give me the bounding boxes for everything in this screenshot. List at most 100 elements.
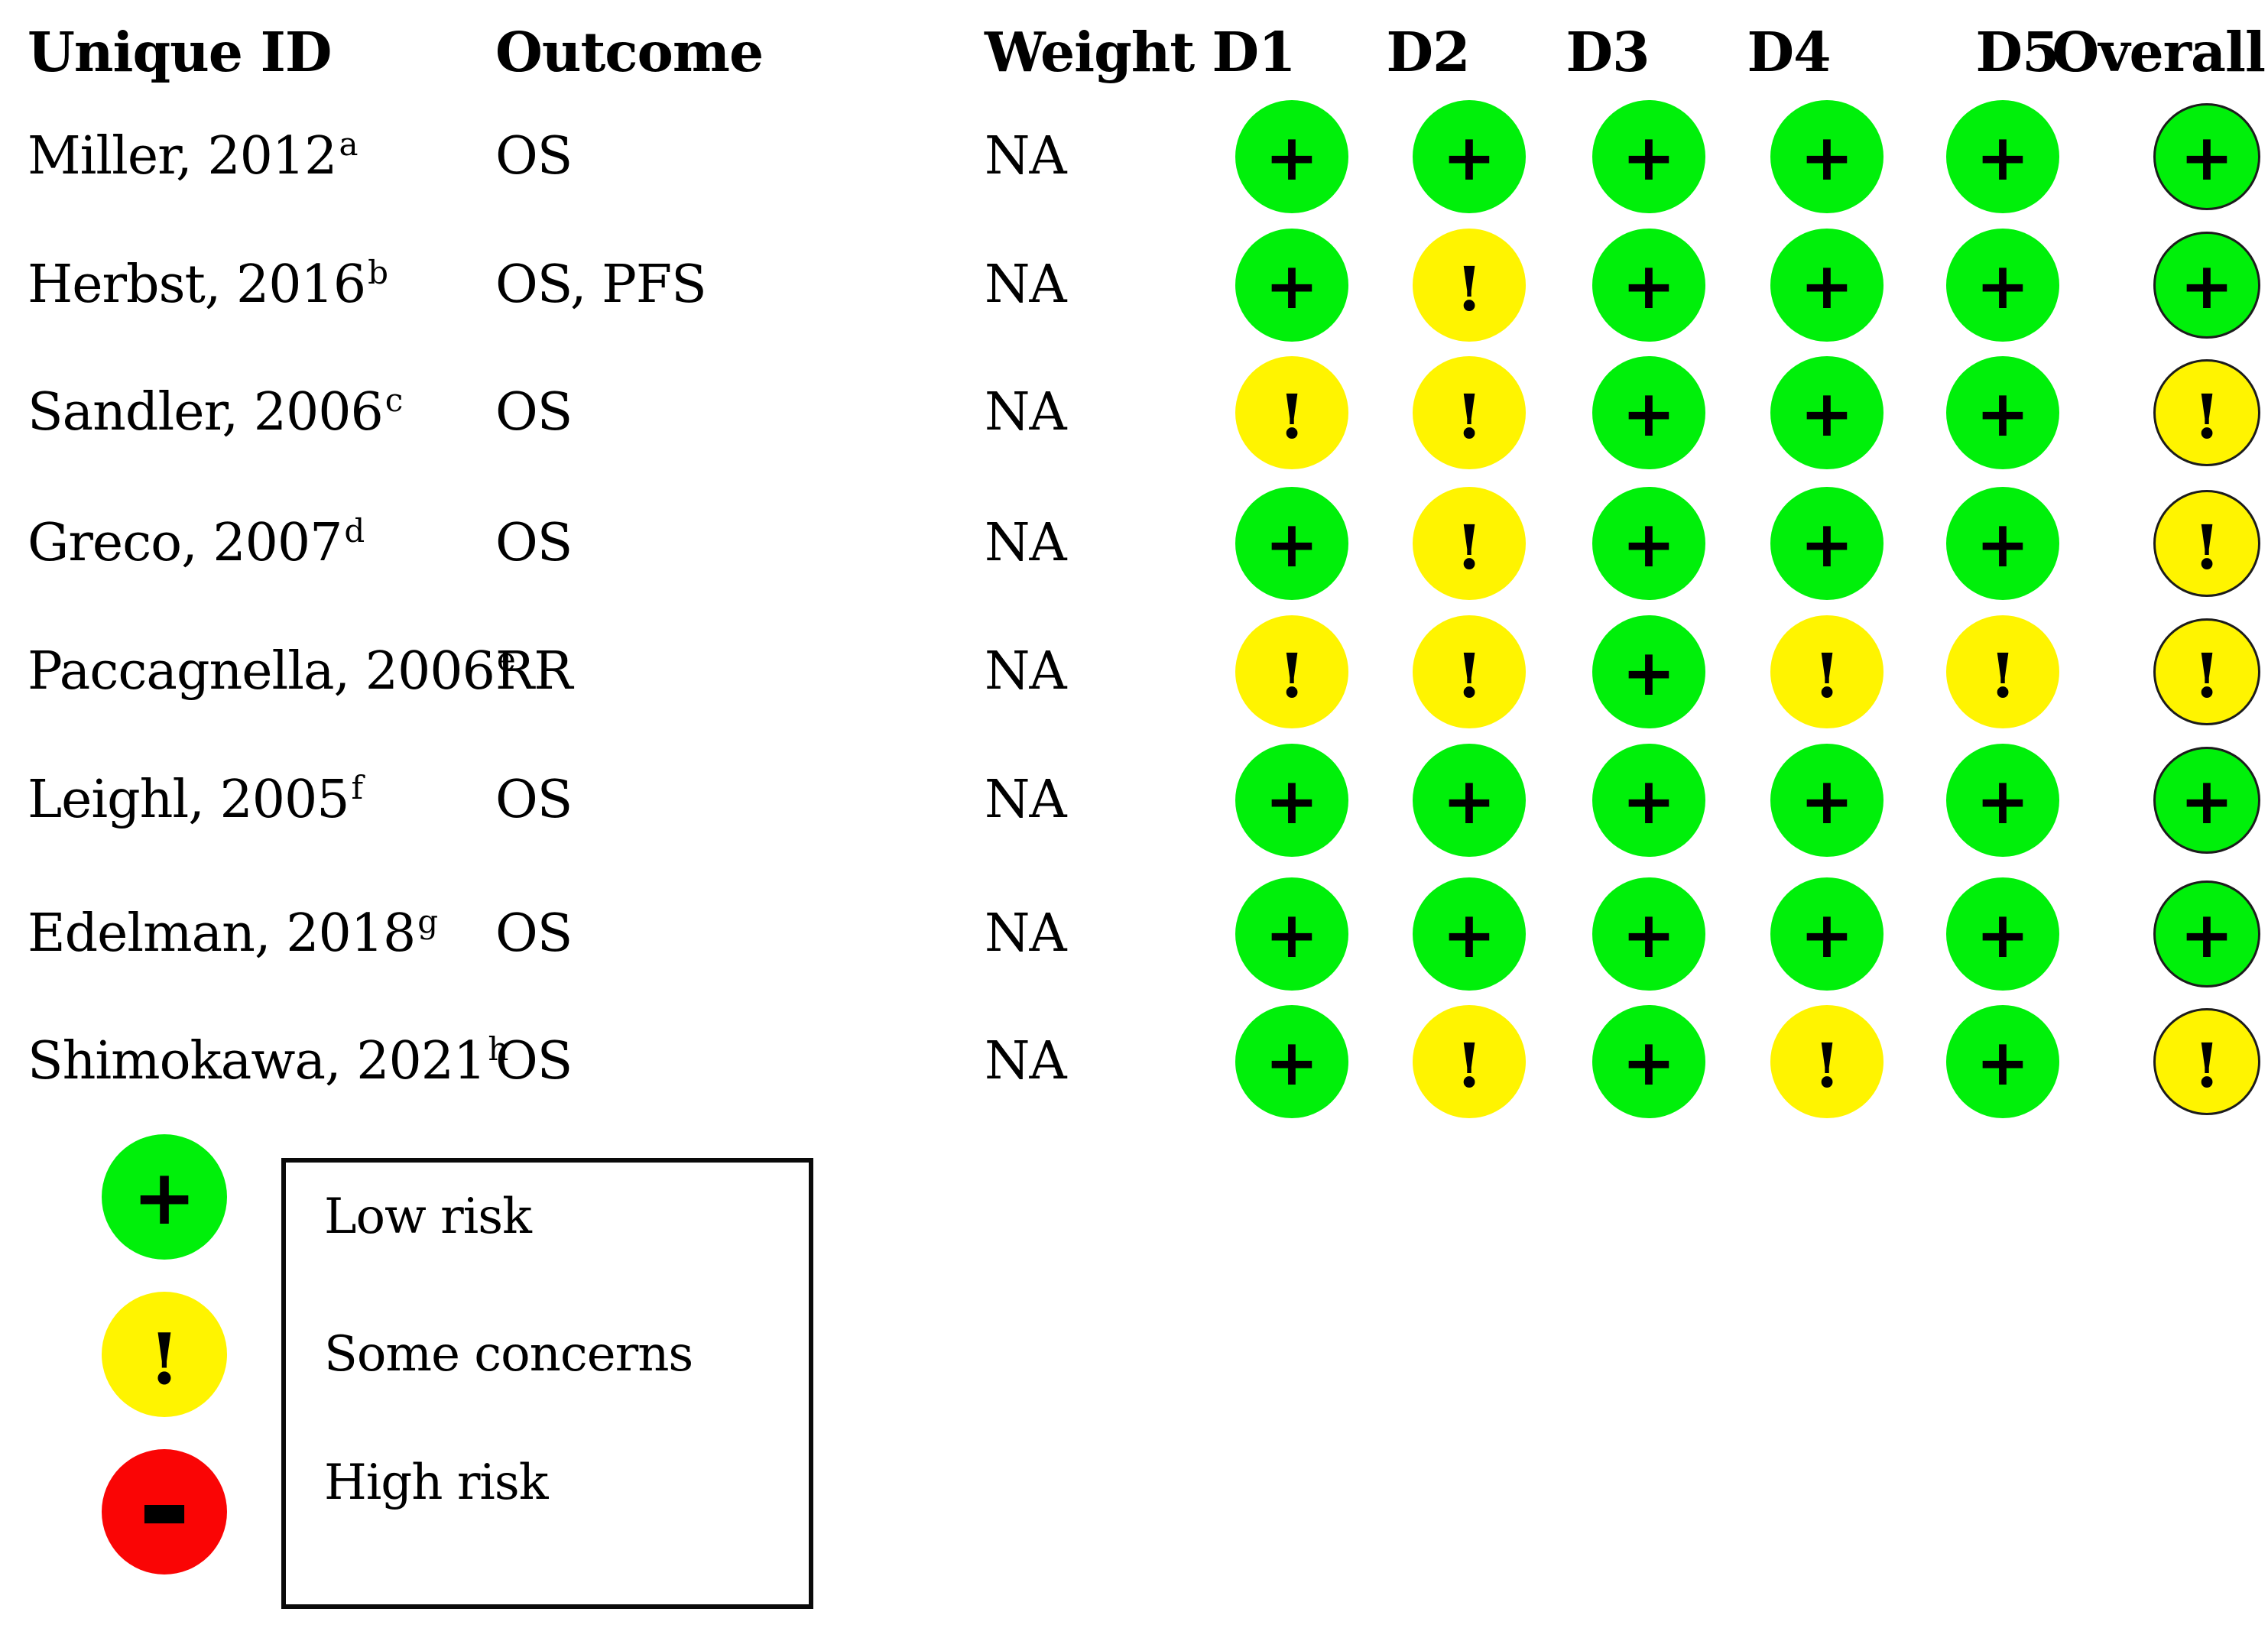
column-header-d1: D1 (1212, 20, 1296, 84)
judgement-circle-d4: + (1770, 744, 1884, 857)
judgement-circle-d3: + (1592, 487, 1705, 600)
judgement-circle-d4: + (1770, 100, 1884, 213)
judgement-symbol: + (2179, 764, 2234, 838)
judgement-symbol: + (1264, 120, 1319, 195)
study-id: Paccagnella, 2006e (28, 644, 516, 698)
judgement-circle-d4: + (1770, 356, 1884, 469)
judgement-symbol: ! (1455, 381, 1483, 452)
judgement-circle-d1: + (1235, 487, 1348, 600)
column-header-d3: D3 (1566, 20, 1650, 84)
judgement-circle-d3: + (1592, 100, 1705, 213)
judgement-symbol: + (2179, 248, 2234, 323)
judgement-symbol: + (1264, 1025, 1319, 1100)
judgement-symbol: ! (2193, 511, 2221, 583)
judgement-circle-overall: ! (2153, 359, 2260, 466)
judgement-circle-d5: + (1946, 100, 2059, 213)
judgement-circle-d5: + (1946, 487, 2059, 600)
column-header-weight: Weight (985, 20, 1195, 84)
judgement-circle-d2: ! (1413, 356, 1526, 469)
judgement-circle-d5: + (1946, 229, 2059, 342)
study-id: Sandler, 2006c (28, 384, 403, 439)
column-header-d4: D4 (1747, 20, 1832, 84)
legend-some-concerns-circle: ! (102, 1292, 227, 1417)
judgement-symbol: + (1799, 897, 1854, 972)
study-id-text: Leighl, 2005 (28, 770, 350, 830)
column-header-d2: D2 (1386, 20, 1471, 84)
outcome-cell: OS (495, 903, 573, 964)
judgement-symbol: ! (1455, 1030, 1483, 1101)
weight-cell: NA (985, 903, 1067, 964)
study-id-superscript: d (344, 512, 365, 550)
judgement-symbol: + (1264, 897, 1319, 972)
judgement-symbol: + (1264, 764, 1319, 838)
study-id-superscript: b (368, 254, 388, 291)
judgement-circle-overall: ! (2153, 618, 2260, 725)
judgement-symbol: ! (2193, 1030, 2221, 1101)
study-id: Shimokawa, 2021h (28, 1033, 508, 1088)
judgement-symbol: + (1621, 376, 1676, 451)
study-id-superscript: f (351, 769, 364, 806)
judgement-circle-d3: + (1592, 615, 1705, 728)
study-id-text: Herbst, 2016 (28, 255, 366, 315)
judgement-circle-d3: + (1592, 877, 1705, 991)
judgement-circle-d3: + (1592, 744, 1705, 857)
judgement-symbol: + (1621, 897, 1676, 972)
judgement-symbol: ! (1455, 511, 1483, 583)
judgement-symbol: + (1799, 376, 1854, 451)
judgement-circle-d1: + (1235, 1005, 1348, 1118)
judgement-symbol: + (1975, 376, 2030, 451)
judgement-symbol: + (1975, 1025, 2030, 1100)
judgement-symbol: ! (1455, 640, 1483, 712)
study-id-text: Paccagnella, 2006 (28, 641, 495, 702)
judgement-symbol: + (1442, 764, 1497, 838)
study-id-text: Greco, 2007 (28, 513, 342, 573)
judgement-circle-d5: + (1946, 744, 2059, 857)
judgement-circle-d4: + (1770, 229, 1884, 342)
judgement-symbol: + (2179, 897, 2234, 972)
study-id: Miller, 2012a (28, 128, 358, 183)
judgement-symbol: + (1621, 764, 1676, 838)
judgement-symbol: + (1799, 120, 1854, 195)
legend-low-risk-circle: + (102, 1134, 227, 1260)
judgement-symbol: + (1621, 507, 1676, 582)
judgement-circle-d3: + (1592, 1005, 1705, 1118)
judgement-circle-d4: ! (1770, 1005, 1884, 1118)
weight-cell: NA (985, 382, 1067, 443)
legend-label-high-risk: High risk (324, 1455, 548, 1511)
judgement-symbol: + (1621, 248, 1676, 323)
column-header-unique-id: Unique ID (28, 20, 332, 84)
study-id-superscript: h (488, 1030, 508, 1068)
judgement-symbol: + (1975, 248, 2030, 323)
judgement-circle-d5: ! (1946, 615, 2059, 728)
judgement-circle-overall: ! (2153, 490, 2260, 597)
outcome-cell: OS (495, 1031, 573, 1091)
judgement-circle-overall: + (2153, 232, 2260, 339)
plus-symbol-icon: + (132, 1153, 196, 1242)
judgement-symbol: + (1621, 635, 1676, 710)
judgement-circle-d2: ! (1413, 1005, 1526, 1118)
study-id: Leighl, 2005f (28, 772, 363, 826)
study-id-superscript: c (384, 381, 404, 419)
judgement-symbol: + (1442, 897, 1497, 972)
weight-cell: NA (985, 770, 1067, 830)
study-id-text: Miller, 2012 (28, 126, 337, 186)
study-id: Edelman, 2018g (28, 906, 438, 960)
judgement-symbol: + (1442, 120, 1497, 195)
minus-symbol-icon: - (137, 1432, 192, 1583)
column-header-overall: Overall (2052, 20, 2266, 84)
judgement-symbol: + (1799, 507, 1854, 582)
judgement-symbol: + (1975, 764, 2030, 838)
judgement-circle-d1: ! (1235, 356, 1348, 469)
judgement-symbol: + (1264, 507, 1319, 582)
outcome-cell: OS (495, 382, 573, 443)
weight-cell: NA (985, 255, 1067, 315)
judgement-symbol: + (1621, 120, 1676, 195)
judgement-circle-d5: + (1946, 877, 2059, 991)
judgement-circle-d1: + (1235, 100, 1348, 213)
judgement-symbol: ! (1989, 640, 2017, 712)
judgement-circle-d5: + (1946, 1005, 2059, 1118)
judgement-symbol: ! (1278, 381, 1306, 452)
outcome-cell: OS (495, 126, 573, 186)
judgement-symbol: ! (1278, 640, 1306, 712)
judgement-circle-d2: ! (1413, 615, 1526, 728)
